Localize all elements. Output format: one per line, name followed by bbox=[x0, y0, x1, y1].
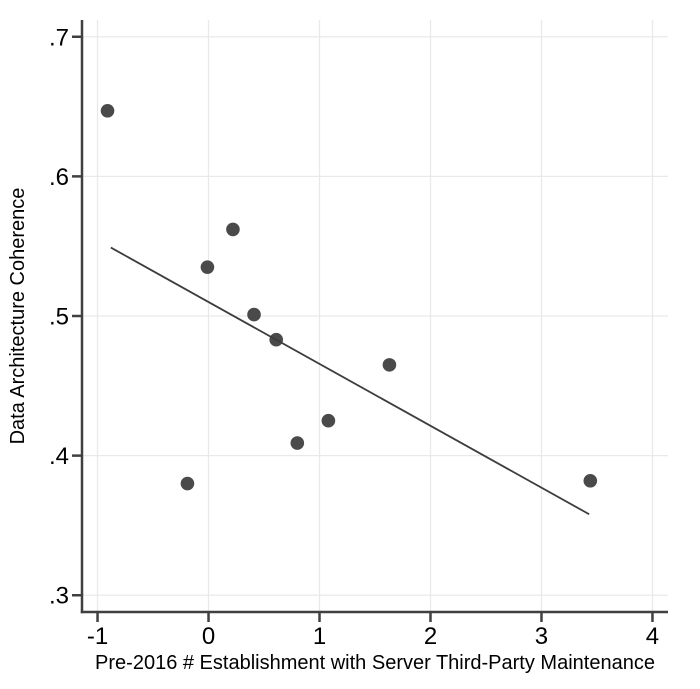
x-axis-title: Pre-2016 # Establishment with Server Thi… bbox=[95, 652, 655, 674]
scatter-point bbox=[100, 103, 115, 118]
y-tick-label: .6 bbox=[49, 164, 69, 191]
x-tick-label: 3 bbox=[535, 623, 548, 650]
y-tick-label: .4 bbox=[49, 443, 69, 470]
scatter-point bbox=[200, 260, 215, 274]
axes: -1 0 1 2 3 4 .3 .4 .5 .6 .7 bbox=[49, 20, 668, 650]
grid-lines bbox=[82, 20, 668, 612]
x-tick-label: -1 bbox=[87, 623, 108, 650]
plot-data bbox=[100, 103, 598, 516]
y-tick-label: .5 bbox=[49, 304, 69, 331]
scatter-point bbox=[382, 358, 397, 372]
fit-line bbox=[110, 246, 590, 516]
x-tick-label: 0 bbox=[202, 623, 215, 650]
x-tick-label: 4 bbox=[646, 623, 659, 650]
y-tick-label: .3 bbox=[49, 583, 69, 610]
scatter-point bbox=[321, 413, 336, 428]
y-axis-title: Data Architecture Coherence bbox=[7, 188, 29, 445]
scatter-point bbox=[247, 307, 261, 322]
scatter-point bbox=[226, 222, 240, 237]
scatter-point bbox=[583, 473, 598, 488]
y-tick-label: .7 bbox=[49, 24, 69, 51]
scatter-point bbox=[180, 476, 195, 491]
x-tick-label: 2 bbox=[424, 623, 437, 650]
x-tick-label: 1 bbox=[313, 623, 326, 650]
scatter-point bbox=[290, 436, 305, 450]
